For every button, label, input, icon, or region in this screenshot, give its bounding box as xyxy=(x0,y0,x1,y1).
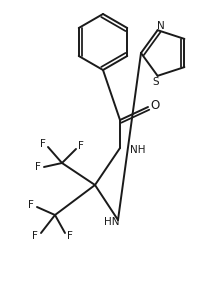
Text: N: N xyxy=(156,21,164,31)
Text: F: F xyxy=(78,141,83,151)
Text: F: F xyxy=(67,231,73,241)
Text: F: F xyxy=(35,162,41,172)
Text: HN: HN xyxy=(103,217,119,227)
Text: O: O xyxy=(150,100,159,113)
Text: F: F xyxy=(28,200,34,210)
Text: NH: NH xyxy=(129,145,145,155)
Text: S: S xyxy=(152,77,158,87)
Text: F: F xyxy=(32,231,38,241)
Text: F: F xyxy=(40,139,46,149)
